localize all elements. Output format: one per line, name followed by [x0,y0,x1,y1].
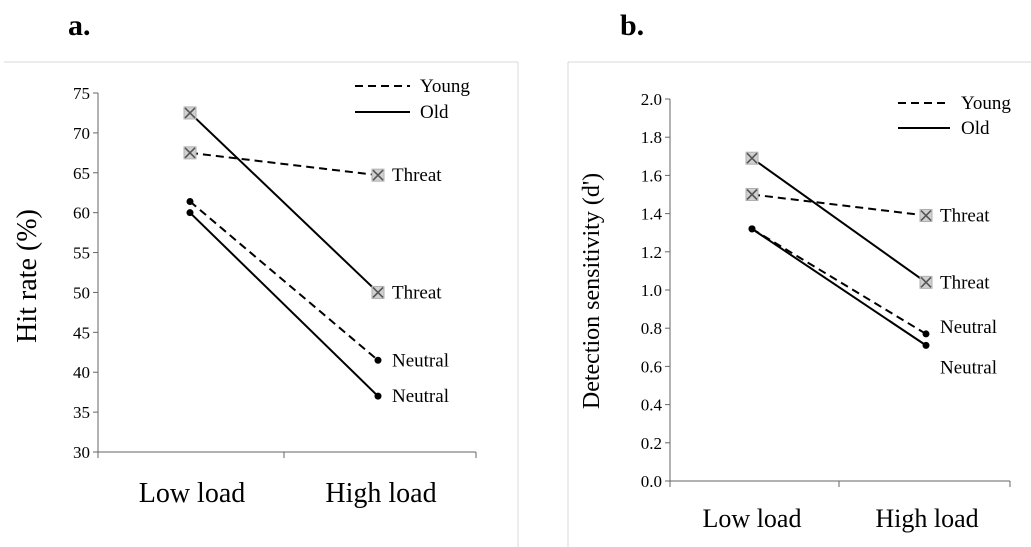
panel-b-marker-dot [922,341,930,349]
panel-a-series-label: Threat [392,165,442,186]
panel-b-y-tick-label: 0.2 [641,434,662,453]
panel-a-marker-stroke [372,286,384,299]
panel-b-y-tick-label: 0.4 [641,396,663,415]
panel-a-x-tick-label: Low load [139,478,246,509]
panel-b-y-tick-label: 0.8 [641,319,662,338]
panel-b-y-tick-label: 1.0 [641,281,662,300]
panel-a: a. Hit rate (%) 30 35 40 45 50 55 60 65 70 75 Low … [4,9,519,547]
panel-a-series-label: Threat [392,282,442,303]
panel-a-marker-cross-icon [183,146,197,160]
panel-a-marker-cross-icon [183,106,197,120]
panel-b-marker-stroke [920,209,932,222]
panel-a-series-label: Neutral [392,386,449,407]
panel-b-marker-dot [748,225,756,233]
panel-a-marker-stroke [184,147,196,159]
panel-b-series-label: Neutral [940,357,997,378]
panel-b-y-tick-label: 0.0 [641,472,662,491]
panel-a-y-tick-label: 55 [73,244,90,263]
panel-b-marker-cross-icon [745,151,759,165]
panel-b-x-tick-label: High load [875,504,978,533]
panel-a-y-tick-label: 70 [73,124,90,143]
panel-a-y-tick-label: 75 [73,84,90,103]
panel-b-series-label: Threat [940,206,990,227]
panel-a-marker-dot [374,356,382,364]
panel-a-marker-dot [186,209,194,217]
panel-a-marker-dot [186,197,194,205]
panel-a-marker-cross-icon [371,285,385,299]
panel-a-legend-label-old: Old [420,102,449,123]
panel-b-y-tick-label: 0.6 [641,357,662,376]
panel-b-y-tick-label: 1.2 [641,243,662,262]
panel-b-marker-stroke [920,276,932,288]
panel-b-legend-label-old: Old [961,118,990,139]
panel-b-y-tick-label: 2.0 [641,90,662,109]
panel-a-marker-cross-icon [371,168,385,182]
panel-b-y-tick-label: 1.4 [641,205,663,224]
panel-b-marker-cross-icon [919,275,933,289]
panel-b-marker-stroke [746,152,758,164]
panel-b-marker-cross-icon [745,188,759,201]
panel-a-marker-stroke [372,169,384,181]
panel-b-y-tick-label: 1.6 [641,166,662,185]
panel-b-y-tick-label: 1.8 [641,128,662,147]
panel-a-y-tick-label: 50 [73,283,90,302]
panel-a-series-young-neutral-line [189,200,379,362]
panel-a-legend-label-young: Young [420,76,470,97]
panel-b-y-axis-label: Detection sensitivity (d') [579,173,605,409]
panel-b-x-tick-label: Low load [703,504,802,533]
panel-a-marker-dot [374,392,382,400]
panel-b: b. Detection sensitivity (d') 0.0 0.2 0.4 0… [567,9,1031,547]
panel-b-series-old-neutral-line [751,228,927,347]
panel-a-y-tick-label: 65 [73,164,90,183]
panel-b-marker-stroke [746,188,758,201]
panel-b-series-young-threat-line [751,193,927,217]
panel-a-series-old-threat-line [189,112,379,294]
panel-a-series-young-threat-line [189,151,379,177]
panel-a-y-tick-label: 45 [73,323,90,342]
panel-b-marker-cross-icon [919,209,933,223]
panel-b-series-label: Threat [940,272,990,293]
panel-b-series-young-neutral-line [751,228,927,335]
panel-b-label: b. [620,9,644,42]
panel-b-series-label: Neutral [940,317,997,338]
panel-b-marker-dot [922,330,930,338]
panel-a-series-old-neutral-line [189,211,379,397]
panel-a-series-label: Neutral [392,350,449,371]
panel-a-y-tick-label: 60 [73,204,90,223]
panel-a-y-tick-label: 30 [73,443,90,462]
panel-a-y-axis-label: Hit rate (%) [12,209,43,343]
panel-a-x-tick-label: High load [325,478,436,509]
panel-b-series-old-threat-line [751,157,927,284]
panel-a-y-tick-label: 35 [73,403,90,422]
panel-b-legend-label-young: Young [961,93,1011,114]
panel-a-marker-stroke [184,107,196,119]
panel-a-y-tick-label: 40 [73,363,90,382]
panel-a-label: a. [68,9,91,42]
